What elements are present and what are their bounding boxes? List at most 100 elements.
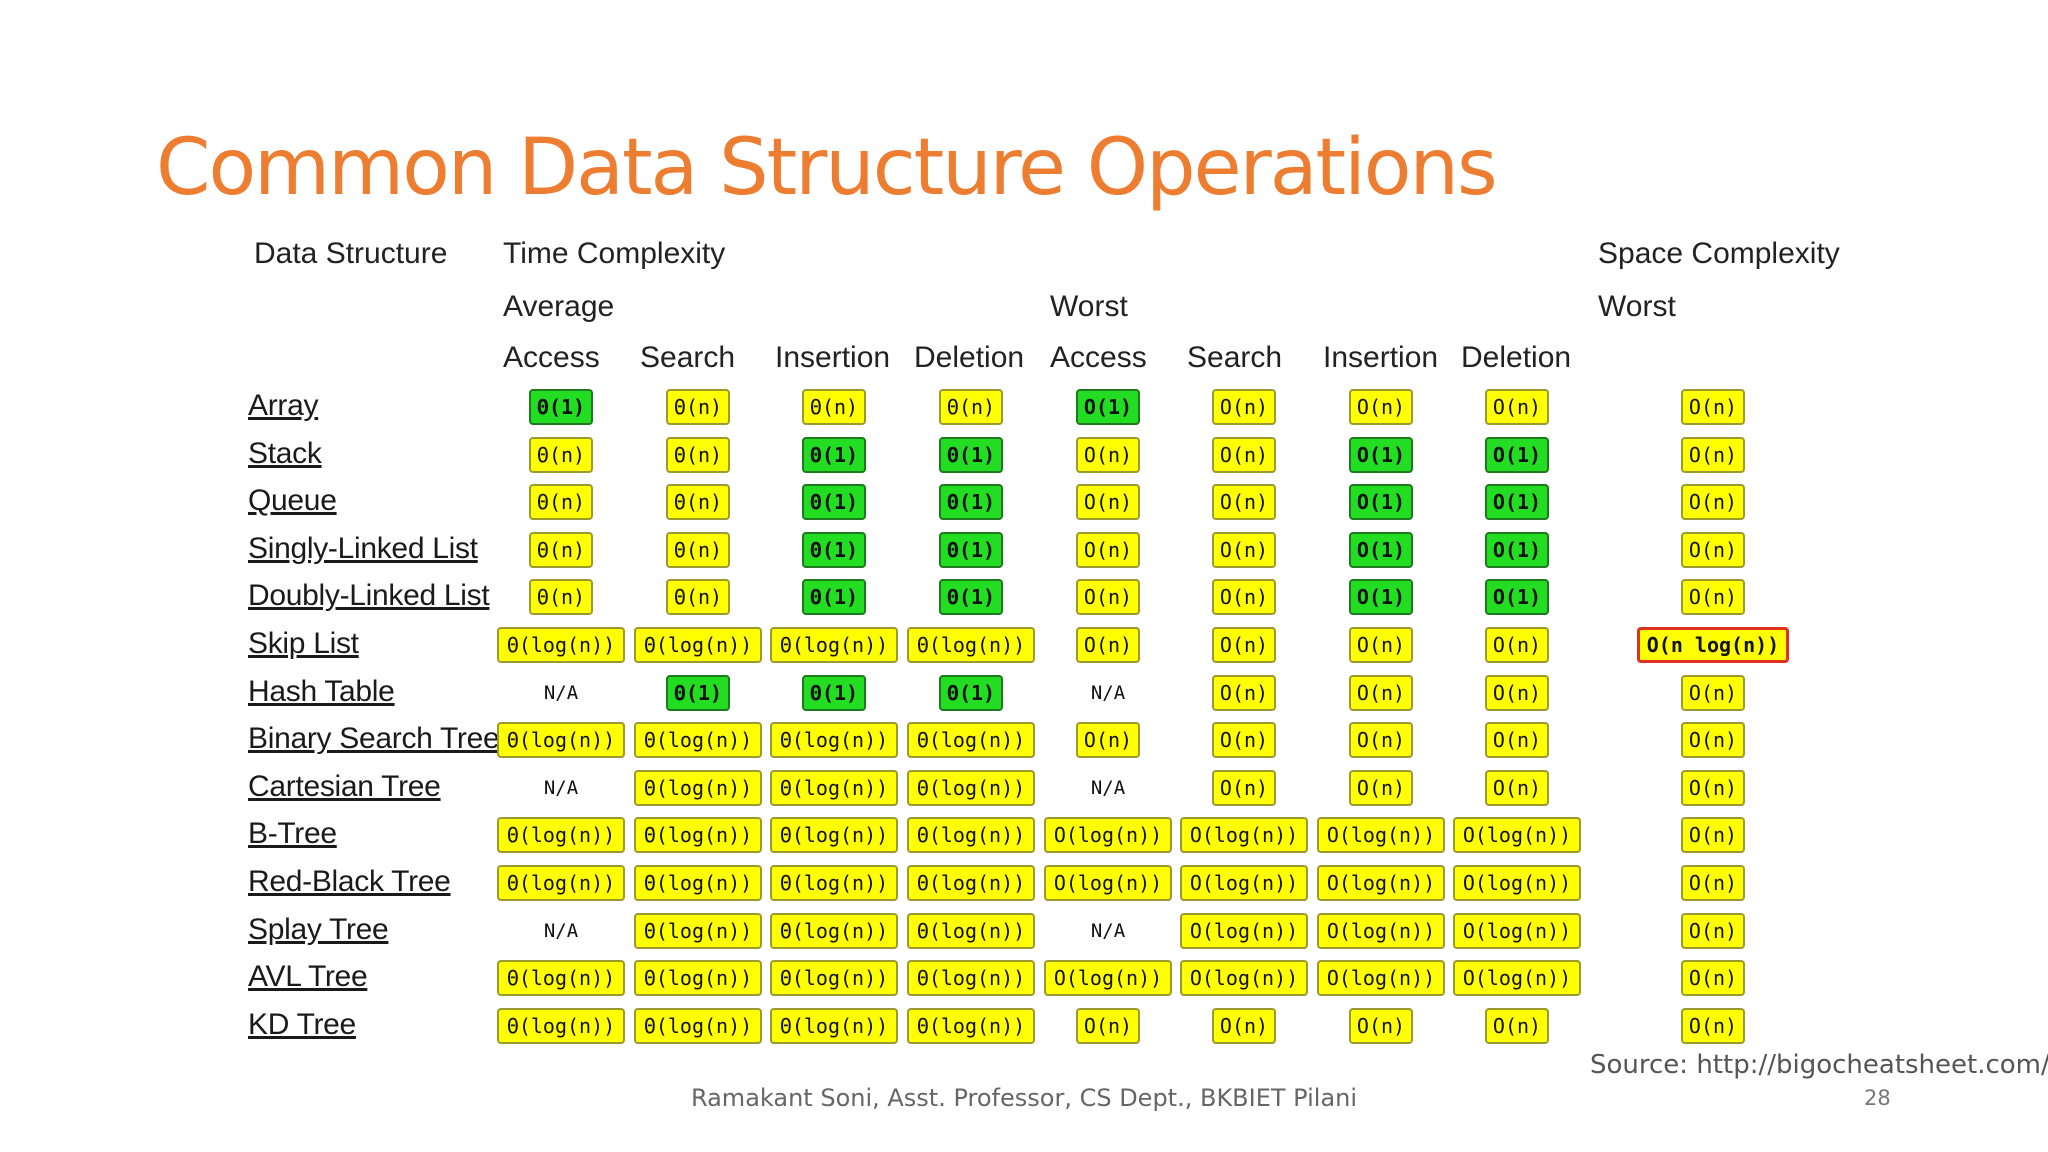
complexity-cell: Θ(log(n))	[907, 1008, 1035, 1044]
row-link-cartesian-tree[interactable]: Cartesian Tree	[248, 769, 441, 803]
complexity-cell: N/A	[543, 920, 579, 942]
complexity-cell: O(log(n))	[1180, 960, 1308, 996]
complexity-cell: Θ(n)	[666, 532, 730, 568]
complexity-cell: O(n)	[1681, 484, 1745, 520]
complexity-cell: O(n)	[1485, 627, 1549, 663]
complexity-cell: O(n)	[1076, 532, 1140, 568]
complexity-cell: Θ(1)	[802, 579, 866, 615]
row-link-queue[interactable]: Queue	[248, 484, 337, 518]
row-link-red-black-tree[interactable]: Red-Black Tree	[248, 865, 451, 898]
column-header-access-worst: Access	[1050, 341, 1147, 374]
header-average: Average	[503, 290, 615, 323]
complexity-cell: N/A	[1090, 777, 1126, 799]
complexity-cell: Θ(1)	[529, 389, 593, 425]
row-link-b-tree[interactable]: B-Tree	[248, 817, 337, 851]
complexity-cell: O(log(n))	[1044, 817, 1172, 853]
complexity-cell: O(n)	[1681, 722, 1745, 758]
complexity-cell: O(n)	[1349, 770, 1413, 806]
complexity-cell: O(n)	[1212, 770, 1276, 806]
column-header-deletion-average: Deletion	[914, 341, 1025, 374]
complexity-cell: Θ(log(n))	[770, 770, 898, 806]
complexity-cell: O(log(n))	[1317, 913, 1445, 949]
complexity-cell: O(log(n))	[1180, 913, 1308, 949]
complexity-cell: O(n)	[1681, 1008, 1745, 1044]
complexity-cell: O(1)	[1349, 579, 1413, 615]
row-link-kd-tree[interactable]: KD Tree	[248, 1007, 356, 1041]
complexity-cell: Θ(n)	[529, 437, 593, 473]
complexity-cell: Θ(log(n))	[907, 913, 1035, 949]
complexity-cell: O(n)	[1076, 579, 1140, 615]
complexity-cell: O(n)	[1681, 913, 1745, 949]
complexity-cell: Θ(n)	[666, 389, 730, 425]
complexity-cell: O(n)	[1485, 1008, 1549, 1044]
complexity-cell: Θ(log(n))	[770, 865, 898, 901]
complexity-cell: Θ(log(n))	[770, 1008, 898, 1044]
complexity-cell: Θ(log(n))	[907, 960, 1035, 996]
complexity-cell: O(n)	[1212, 627, 1276, 663]
row-link-splay-tree[interactable]: Splay Tree	[248, 912, 389, 946]
complexity-cell: O(n)	[1076, 1008, 1140, 1044]
complexity-cell: Θ(1)	[939, 437, 1003, 473]
row-link-binary-search-tree[interactable]: Binary Search Tree	[248, 722, 500, 756]
column-header-search-average: Search	[640, 341, 736, 374]
complexity-cell: O(n)	[1212, 1008, 1276, 1044]
complexity-cell: Θ(1)	[802, 437, 866, 473]
row-link-avl-tree[interactable]: AVL Tree	[248, 960, 368, 994]
complexity-cell: Θ(1)	[939, 484, 1003, 520]
complexity-cell: Θ(log(n))	[497, 817, 625, 853]
complexity-cell: Θ(1)	[939, 675, 1003, 711]
complexity-cell: O(n)	[1212, 532, 1276, 568]
complexity-cell: Θ(log(n))	[634, 627, 762, 663]
complexity-cell: O(n)	[1076, 627, 1140, 663]
complexity-cell: Θ(n)	[666, 579, 730, 615]
complexity-cell: Θ(n)	[529, 484, 593, 520]
header-time-complexity: Time Complexity	[503, 237, 726, 270]
complexity-cell: O(n)	[1485, 675, 1549, 711]
complexity-cell: O(n)	[1485, 770, 1549, 806]
complexity-cell: Θ(log(n))	[770, 817, 898, 853]
row-link-doubly-linked-list[interactable]: Doubly-Linked List	[248, 579, 490, 613]
complexity-cell: O(n)	[1681, 579, 1745, 615]
complexity-cell: O(log(n))	[1453, 817, 1581, 853]
complexity-cell: N/A	[543, 682, 579, 704]
complexity-cell: Θ(n)	[939, 389, 1003, 425]
complexity-cell: O(log(n))	[1317, 817, 1445, 853]
complexity-cell: Θ(log(n))	[634, 817, 762, 853]
complexity-cell: Θ(n)	[802, 389, 866, 425]
complexity-cell: N/A	[1090, 682, 1126, 704]
complexity-cell: O(n)	[1349, 389, 1413, 425]
complexity-cell: O(log(n))	[1044, 865, 1172, 901]
slide-footer: Ramakant Soni, Asst. Professor, CS Dept.…	[690, 1084, 1358, 1112]
row-link-skip-list[interactable]: Skip List	[248, 627, 359, 660]
complexity-cell: O(1)	[1349, 532, 1413, 568]
complexity-cell: O(n)	[1349, 675, 1413, 711]
complexity-cell: Θ(log(n))	[634, 960, 762, 996]
complexity-cell: O(log(n))	[1317, 865, 1445, 901]
row-link-singly-linked-list[interactable]: Singly-Linked List	[248, 531, 478, 565]
complexity-cell: Θ(log(n))	[907, 722, 1035, 758]
complexity-cell: Θ(log(n))	[497, 960, 625, 996]
row-link-hash-table[interactable]: Hash Table	[248, 674, 395, 708]
row-link-stack[interactable]: Stack	[248, 436, 322, 470]
complexity-cell: Θ(log(n))	[907, 817, 1035, 853]
complexity-cell: O(log(n))	[1044, 960, 1172, 996]
complexity-cell: Θ(log(n))	[634, 865, 762, 901]
complexity-cell: O(n)	[1349, 1008, 1413, 1044]
complexity-cell: Θ(log(n))	[497, 1008, 625, 1044]
complexity-cell: O(n)	[1212, 722, 1276, 758]
complexity-cell: Θ(n)	[529, 579, 593, 615]
complexity-cell: O(1)	[1485, 437, 1549, 473]
complexity-cell: O(n)	[1681, 532, 1745, 568]
header-space-worst: Worst	[1598, 290, 1676, 323]
row-link-array[interactable]: Array	[248, 389, 319, 422]
header-data-structure: Data Structure	[254, 237, 448, 270]
complexity-cell: Θ(log(n))	[497, 627, 625, 663]
complexity-cell: N/A	[1090, 920, 1126, 942]
column-header-insertion-average: Insertion	[775, 341, 891, 374]
complexity-cell: O(n)	[1076, 437, 1140, 473]
complexity-cell: O(n)	[1681, 675, 1745, 711]
complexity-cell: O(n)	[1349, 627, 1413, 663]
page-number: 28	[1864, 1086, 1891, 1110]
complexity-cell: O(n)	[1681, 437, 1745, 473]
complexity-cell: O(1)	[1349, 437, 1413, 473]
